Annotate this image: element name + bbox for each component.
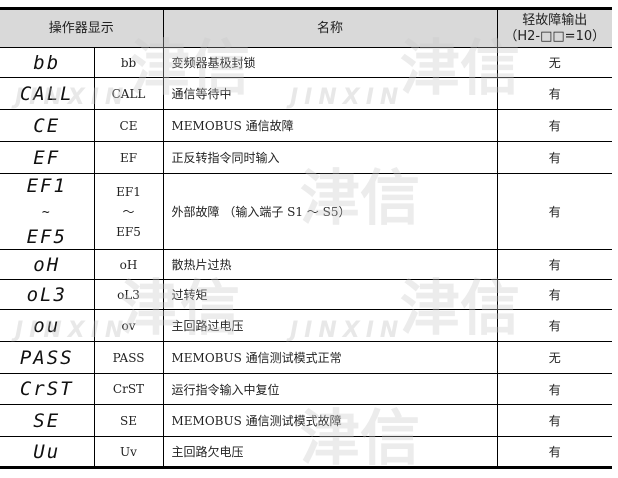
fault-name: 主回路欠电压 [162, 436, 498, 468]
table-header: 操作器显示 名称 轻故障输出 （H2-□□=10） [0, 8, 612, 48]
code: Uv [93, 436, 164, 468]
seg-display: EF [0, 141, 95, 174]
header-output-line2: （H2-□□=10） [504, 28, 606, 44]
seg-display: CE [0, 109, 95, 142]
code: CrST [93, 373, 164, 405]
alarm-table: 操作器显示 名称 轻故障输出 （H2-□□=10） bb bb 变频器基极封锁无 CA… [0, 7, 612, 469]
fault-name: 通信等待中 [162, 77, 498, 110]
minor-fault-output: 有 [496, 309, 612, 342]
seg-display: SE [0, 404, 95, 437]
code: oL3 [93, 279, 164, 310]
code: oH [93, 249, 164, 280]
fault-name: MEMOBUS 通信故障 [162, 109, 498, 142]
minor-fault-output: 无 [496, 341, 612, 374]
minor-fault-output: 有 [496, 373, 612, 405]
table-row: PASS PASS MEMOBUS 通信测试模式正常无 [0, 341, 612, 374]
table-row: EF EF 正反转指令同时输入有 [0, 141, 612, 174]
code: CE [93, 109, 164, 142]
table-row: EF1 ~ EF5 EF1 ～ EF5 外部故障 （输入端子 S1 ～ S5）有 [0, 173, 612, 250]
fault-name: 变频器基极封锁 [162, 47, 498, 78]
seg-display: Uu [0, 436, 95, 468]
seg-display: CALL [0, 77, 95, 110]
minor-fault-output: 有 [496, 404, 612, 437]
header-display: 操作器显示 [0, 8, 164, 48]
seg-display: EF1 ~ EF5 [0, 173, 95, 250]
fault-name: MEMOBUS 通信测试模式正常 [162, 341, 498, 374]
code-start: EF1 [116, 184, 141, 199]
code-end: EF5 [116, 224, 141, 239]
table-row: oL3 oL3 过转矩有 [0, 279, 612, 310]
header-output: 轻故障输出 （H2-□□=10） [496, 8, 612, 48]
fault-name: MEMOBUS 通信测试模式故障 [162, 404, 498, 437]
code: CALL [93, 77, 164, 110]
minor-fault-output: 有 [496, 109, 612, 142]
fault-name: 正反转指令同时输入 [162, 141, 498, 174]
minor-fault-output: 无 [496, 47, 612, 78]
minor-fault-output: 有 [496, 279, 612, 310]
table-row: oH oH 散热片过热有 [0, 249, 612, 280]
table-row: Uu Uv 主回路欠电压有 [0, 436, 612, 468]
seg-display: PASS [0, 341, 95, 374]
seg-display: CrST [0, 373, 95, 405]
table-row: SE SE MEMOBUS 通信测试模式故障有 [0, 404, 612, 437]
minor-fault-output: 有 [496, 436, 612, 468]
table-row: CE CE MEMOBUS 通信故障有 [0, 109, 612, 142]
minor-fault-output: 有 [496, 77, 612, 110]
fault-name: 主回路过电压 [162, 309, 498, 342]
code: SE [93, 404, 164, 437]
fault-name: 外部故障 （输入端子 S1 ～ S5） [162, 173, 498, 250]
code: bb [93, 47, 164, 78]
table-row: CALL CALL 通信等待中有 [0, 77, 612, 110]
seg-display: oL3 [0, 279, 95, 310]
fault-name: 过转矩 [162, 279, 498, 310]
seg-tilde: ~ [41, 205, 52, 220]
code: EF1 ～ EF5 [93, 173, 164, 250]
fault-name: 散热片过热 [162, 249, 498, 280]
table-row: CrST CrST 运行指令输入中复位有 [0, 373, 612, 405]
code-tilde: ～ [122, 204, 135, 219]
table-row: ou ov 主回路过电压有 [0, 309, 612, 342]
code: PASS [93, 341, 164, 374]
code: ov [93, 309, 164, 342]
table-row: bb bb 变频器基极封锁无 [0, 47, 612, 78]
minor-fault-output: 有 [496, 141, 612, 174]
header-name: 名称 [162, 8, 498, 48]
seg-display: oH [0, 249, 95, 280]
minor-fault-output: 有 [496, 173, 612, 250]
seg-display: ou [0, 309, 95, 342]
seg-display: bb [0, 47, 95, 78]
minor-fault-output: 有 [496, 249, 612, 280]
seg-start: EF1 [26, 175, 67, 197]
header-output-line1: 轻故障输出 [522, 12, 588, 28]
code: EF [93, 141, 164, 174]
fault-name: 运行指令输入中复位 [162, 373, 498, 405]
seg-end: EF5 [26, 226, 67, 248]
